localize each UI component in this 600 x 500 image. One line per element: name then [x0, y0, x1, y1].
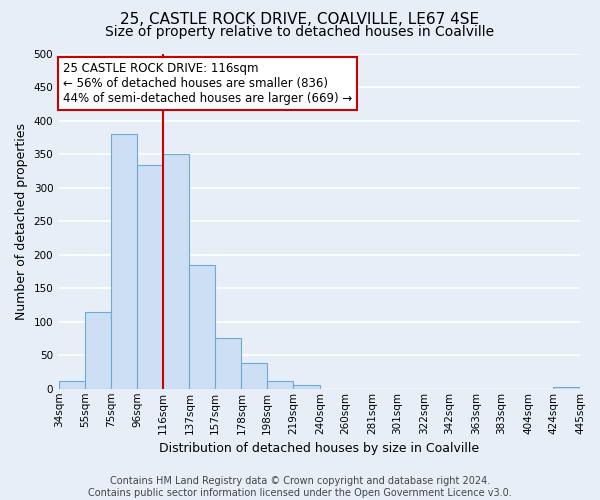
Bar [59, 380, 85, 389]
Text: Contains HM Land Registry data © Crown copyright and database right 2024.
Contai: Contains HM Land Registry data © Crown c… [88, 476, 512, 498]
X-axis label: Distribution of detached houses by size in Coalville: Distribution of detached houses by size … [160, 442, 479, 455]
Text: 25 CASTLE ROCK DRIVE: 116sqm
← 56% of detached houses are smaller (836)
44% of s: 25 CASTLE ROCK DRIVE: 116sqm ← 56% of de… [62, 62, 352, 105]
Text: 25, CASTLE ROCK DRIVE, COALVILLE, LE67 4SE: 25, CASTLE ROCK DRIVE, COALVILLE, LE67 4… [121, 12, 479, 28]
Text: Size of property relative to detached houses in Coalville: Size of property relative to detached ho… [106, 25, 494, 39]
Bar [241, 362, 267, 389]
Bar [293, 386, 320, 389]
Bar [215, 338, 241, 389]
Bar [111, 134, 137, 389]
Bar [190, 265, 215, 389]
Bar [137, 165, 163, 389]
Bar [267, 380, 293, 389]
Bar [85, 312, 111, 389]
Bar [163, 154, 190, 389]
Y-axis label: Number of detached properties: Number of detached properties [15, 123, 28, 320]
Bar [553, 388, 580, 389]
